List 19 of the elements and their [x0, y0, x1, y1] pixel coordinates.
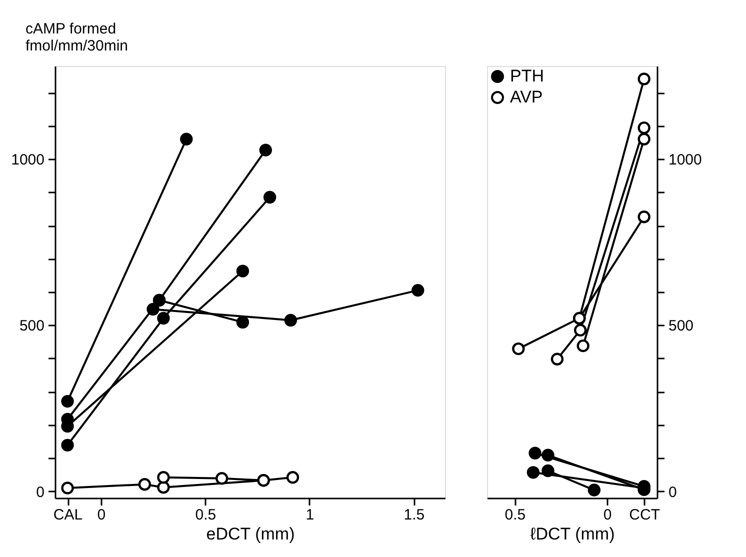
- x-axis-title: ℓDCT (mm): [530, 524, 615, 544]
- y-tick-label: 1000: [668, 152, 702, 169]
- y-tick-label: 500: [19, 318, 44, 335]
- legend-label: PTH: [510, 66, 544, 86]
- x-tick-label: 0.5: [504, 506, 526, 524]
- y-axis-title: cAMP formed fmol/mm/30min: [26, 20, 128, 54]
- y-tick-label: 1000: [11, 152, 44, 169]
- x-tick-label: 1.5: [404, 506, 425, 524]
- y-tick-label: 0: [36, 484, 44, 501]
- y-tick-label: 500: [668, 318, 694, 335]
- x-tick-label: 0: [603, 506, 612, 524]
- x-tick-label: CCT: [629, 506, 660, 524]
- x-tick-label: 1: [306, 506, 314, 524]
- x-axis-title: eDCT (mm): [206, 524, 295, 544]
- legend-label: AVP: [510, 88, 543, 106]
- x-tick-label: 0.5: [195, 506, 216, 524]
- x-tick-label: 0: [97, 506, 106, 524]
- y-tick-label: 0: [668, 484, 677, 501]
- x-tick-label: CAL: [53, 506, 83, 524]
